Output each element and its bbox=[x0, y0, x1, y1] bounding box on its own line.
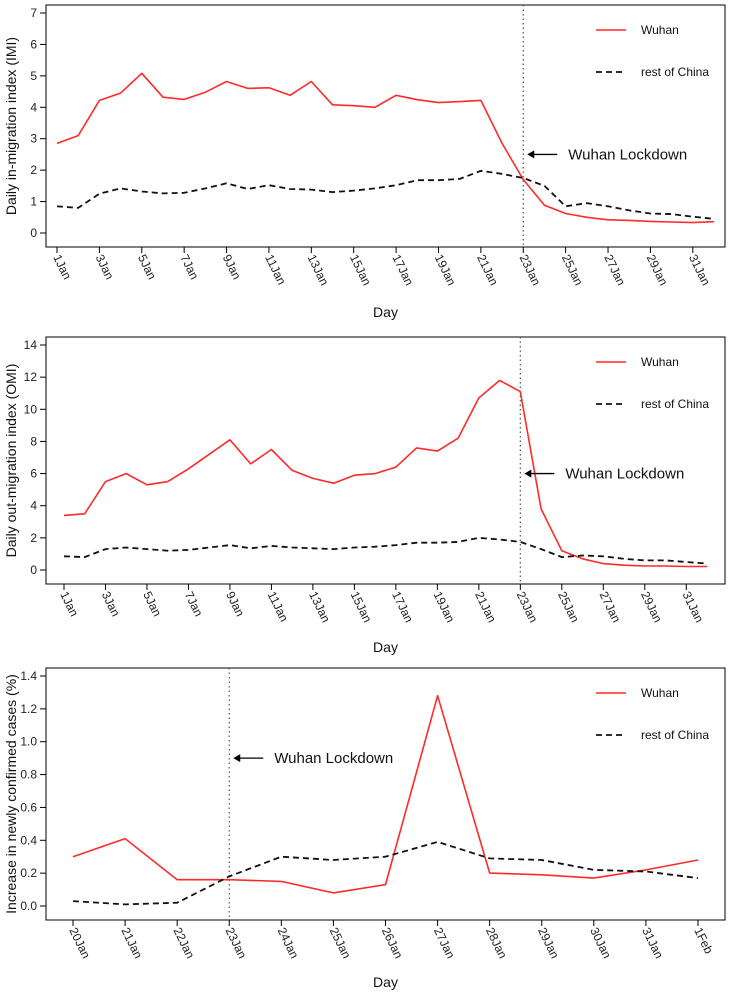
chart-in-migration: 0 1 2 3 4 5 6 7 1Jan 3Jan 5Jan 7Jan 9Jan 11Jan 13Jan 15… bbox=[3, 4, 726, 320]
y-tick-label: 2 bbox=[30, 531, 37, 545]
x-tick-label: 15Jan bbox=[347, 252, 374, 288]
y-axis-title: Daily out-migration index (OMI) bbox=[3, 364, 19, 558]
x-tick-label: 9Jan bbox=[223, 589, 247, 619]
x-axis-title: Day bbox=[373, 974, 398, 990]
x-tick-label: 1Jan bbox=[57, 589, 81, 619]
rest-of-china-line bbox=[56, 169, 715, 220]
y-tick-label: 8 bbox=[30, 434, 37, 448]
x-tick-label: 27Jan bbox=[597, 589, 624, 625]
x-tick-label: 29Jan bbox=[644, 252, 671, 288]
x-tick-label: 1Jan bbox=[50, 252, 74, 282]
legend-label-rest-of-china: rest of China bbox=[641, 65, 709, 79]
x-tick-label: 29Jan bbox=[638, 589, 665, 625]
annotation-arrow-head bbox=[527, 150, 535, 159]
x-tick-label: 31Jan bbox=[686, 252, 713, 288]
x-tick-label: 3Jan bbox=[99, 589, 123, 619]
x-tick-label: 23Jan bbox=[223, 925, 250, 961]
x-tick-label: 19Jan bbox=[431, 589, 458, 625]
y-tick-label: 0 bbox=[30, 226, 37, 240]
x-tick-label: 24Jan bbox=[275, 925, 302, 961]
x-tick-label: 28Jan bbox=[483, 925, 510, 961]
x-tick-label: 30Jan bbox=[587, 925, 614, 961]
annotation-label: Wuhan Lockdown bbox=[274, 750, 393, 767]
x-tick-label: 31Jan bbox=[639, 925, 666, 961]
y-tick-label: 4 bbox=[30, 499, 37, 513]
x-axis-title: Day bbox=[373, 304, 398, 320]
plot-frame bbox=[45, 336, 726, 585]
y-tick-label: 0.8 bbox=[20, 768, 37, 782]
x-axis-title: Day bbox=[373, 639, 398, 655]
y-tick-label: 0.0 bbox=[20, 899, 37, 913]
rest-of-china-line bbox=[63, 537, 708, 565]
legend-label-wuhan: Wuhan bbox=[641, 355, 679, 369]
rest-of-china-line bbox=[72, 841, 699, 906]
y-axis-title: Daily in-migration index (IMI) bbox=[3, 37, 19, 215]
y-tick-label: 2 bbox=[30, 163, 37, 177]
y-tick-label: 14 bbox=[24, 338, 38, 352]
y-tick-label: 0.2 bbox=[20, 866, 37, 880]
x-tick-label: 3Jan bbox=[93, 252, 117, 282]
y-tick-label: 0.4 bbox=[20, 833, 37, 847]
x-tick-label: 25Jan bbox=[559, 252, 586, 288]
annotation-label: Wuhan Lockdown bbox=[568, 146, 687, 163]
y-tick-label: 3 bbox=[30, 132, 37, 146]
x-tick-label: 7Jan bbox=[182, 589, 206, 619]
x-tick-label: 11Jan bbox=[265, 589, 292, 624]
x-tick-label: 21Jan bbox=[474, 252, 501, 288]
x-tick-label: 27Jan bbox=[431, 925, 458, 961]
x-tick-label: 21Jan bbox=[472, 589, 499, 625]
x-tick-label: 21Jan bbox=[118, 925, 145, 961]
legend-label-wuhan: Wuhan bbox=[641, 686, 679, 700]
x-tick-label: 19Jan bbox=[432, 252, 459, 288]
x-tick-label: 13Jan bbox=[306, 589, 333, 625]
x-tick-label: 9Jan bbox=[220, 252, 244, 282]
x-tick-label: 22Jan bbox=[170, 925, 197, 961]
x-tick-label: 17Jan bbox=[389, 252, 416, 288]
y-tick-label: 4 bbox=[30, 100, 37, 114]
chart-confirmed-cases: 0.0 0.2 0.4 0.6 0.8 1.0 1.2 1.4 20Jan 21Jan 22Jan 2… bbox=[3, 667, 726, 990]
x-tick-label: 23Jan bbox=[514, 589, 541, 625]
y-tick-label: 6 bbox=[30, 467, 37, 481]
y-tick-label: 0 bbox=[30, 563, 37, 577]
y-tick-label: 12 bbox=[24, 370, 38, 384]
y-axis-title: Increase in newly confirmed cases (%) bbox=[3, 674, 19, 914]
x-tick-label: 25Jan bbox=[555, 589, 582, 625]
wuhan-line bbox=[63, 379, 707, 568]
x-tick-label: 5Jan bbox=[140, 589, 164, 619]
y-tick-label: 10 bbox=[24, 402, 38, 416]
y-tick-label: 0.6 bbox=[20, 800, 37, 814]
legend-label-rest-of-china: rest of China bbox=[641, 728, 709, 742]
y-tick-label: 7 bbox=[30, 6, 37, 20]
x-tick-label: 15Jan bbox=[348, 589, 375, 625]
x-tick-label: 7Jan bbox=[177, 252, 201, 282]
legend-label-wuhan: Wuhan bbox=[641, 23, 679, 37]
x-tick-label: 25Jan bbox=[327, 925, 354, 961]
wuhan-line bbox=[72, 694, 699, 894]
annotation-label: Wuhan Lockdown bbox=[565, 466, 684, 483]
chart-out-migration: 0 2 4 6 8 10 12 14 1Jan 3Jan 5Jan 7Jan 9Jan 11Jan 13Ja… bbox=[3, 336, 726, 655]
x-tick-label: 29Jan bbox=[535, 925, 562, 961]
y-tick-label: 5 bbox=[30, 69, 37, 83]
x-tick-label: 17Jan bbox=[389, 589, 416, 625]
y-tick-label: 1.2 bbox=[20, 702, 37, 716]
x-tick-label: 27Jan bbox=[601, 252, 628, 288]
legend-label-rest-of-china: rest of China bbox=[641, 397, 709, 411]
plot-frame bbox=[45, 4, 726, 248]
x-tick-label: 13Jan bbox=[305, 252, 332, 288]
x-tick-label: 26Jan bbox=[379, 925, 406, 961]
y-tick-label: 1 bbox=[30, 195, 37, 209]
y-tick-label: 1.4 bbox=[20, 669, 37, 683]
y-tick-label: 6 bbox=[30, 37, 37, 51]
x-tick-label: 20Jan bbox=[66, 925, 93, 961]
annotation-arrow-head bbox=[233, 754, 241, 763]
x-tick-label: 11Jan bbox=[262, 252, 289, 287]
x-tick-label: 1Feb bbox=[691, 925, 716, 956]
annotation-arrow-head bbox=[524, 469, 532, 478]
x-tick-label: 31Jan bbox=[680, 589, 707, 625]
wuhan-line bbox=[56, 72, 715, 224]
x-tick-label: 5Jan bbox=[135, 252, 159, 282]
y-tick-label: 1.0 bbox=[20, 735, 37, 749]
x-tick-label: 23Jan bbox=[517, 252, 544, 288]
